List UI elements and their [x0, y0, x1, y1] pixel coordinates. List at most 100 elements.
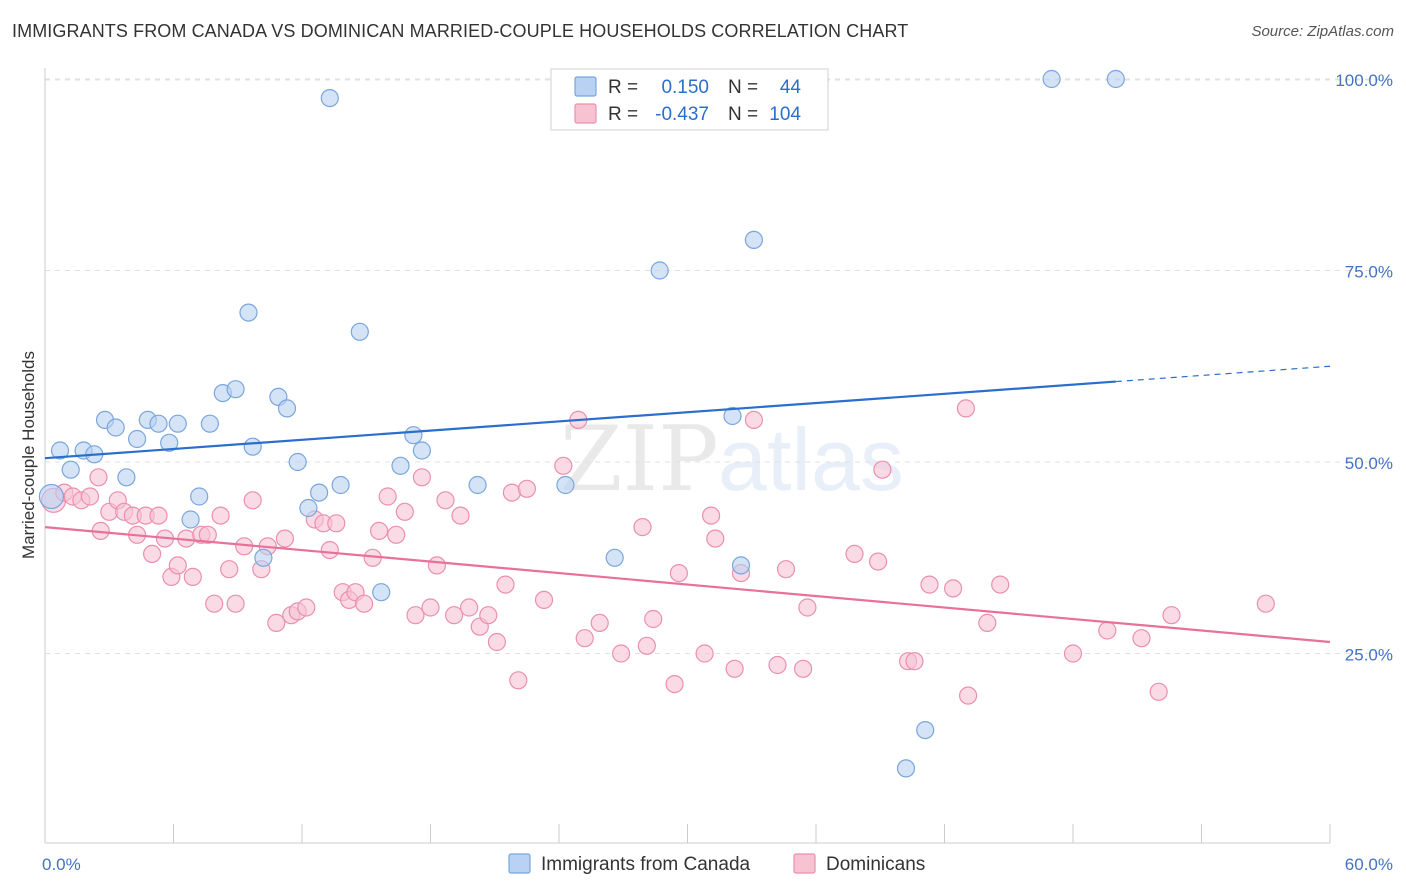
dominican-point: [149, 506, 168, 525]
dominican-point: [220, 560, 239, 579]
dominican-point: [517, 479, 537, 498]
legend-swatch-dominicans: [793, 853, 816, 874]
stats-n-label-dominicans: N =: [728, 104, 758, 125]
dominican-point: [1256, 594, 1275, 613]
canada-point: [350, 322, 369, 341]
chart-source: Source: ZipAtlas.com: [1251, 23, 1394, 40]
dominican-point: [445, 606, 464, 625]
dominican-point: [502, 483, 521, 502]
y-tick-label: 100.0%: [1335, 71, 1393, 90]
legend-label-dominicans: Dominicans: [826, 854, 925, 875]
dominican-point: [695, 644, 714, 663]
canada-point: [468, 475, 487, 495]
canada-point: [239, 303, 258, 322]
dominican-point: [395, 502, 414, 521]
stats-swatch-canada: [574, 76, 597, 97]
watermark-atlas: atlas: [718, 410, 904, 509]
legend-swatch-canada: [508, 853, 531, 874]
canada-point: [605, 548, 624, 567]
dominican-point: [211, 506, 230, 525]
dominican-point: [768, 655, 787, 675]
canada-point: [331, 475, 350, 495]
stats-r-value-canada: 0.150: [661, 77, 709, 98]
y-tick-labels: 100.0% 75.0% 50.0% 25.0%: [1335, 71, 1393, 665]
canada-point: [650, 261, 669, 280]
axes: [44, 68, 1331, 844]
dominican-point: [776, 560, 796, 579]
dominican-point: [633, 517, 652, 537]
stats-legend: R = 0.150 N = 44 R = -0.437 N = 104: [550, 68, 829, 131]
dominican-point: [183, 567, 202, 587]
dominican-point: [868, 552, 888, 571]
canada-point: [320, 88, 339, 108]
dominican-point: [744, 410, 764, 429]
canada-point: [277, 399, 297, 418]
dominican-point: [412, 468, 431, 487]
gridlines: [45, 78, 1393, 654]
dominican-point: [706, 529, 725, 548]
dominican-point: [143, 544, 162, 564]
canada-point: [1042, 69, 1061, 89]
dominican-point: [378, 487, 397, 506]
canada-point: [106, 418, 125, 437]
dominican-point: [496, 575, 515, 594]
dominican-point: [436, 491, 455, 510]
y-tick-label: 50.0%: [1345, 454, 1393, 473]
canada-point: [916, 720, 935, 740]
canada-point: [896, 759, 916, 778]
dominican-point: [297, 598, 316, 617]
stats-r-value-dominicans: -0.437: [655, 104, 709, 125]
dominican-point: [226, 594, 245, 613]
canada-point: [288, 452, 307, 472]
stats-r-label-dominicans: R =: [608, 104, 638, 125]
dominican-point: [575, 629, 594, 648]
dominican-point: [943, 579, 963, 598]
canada-point: [38, 483, 65, 510]
dominican-point: [956, 399, 976, 418]
canada-point: [310, 483, 329, 502]
canada-point: [117, 468, 136, 487]
canada-point: [254, 548, 273, 567]
dominican-point: [845, 544, 864, 564]
dominican-point: [590, 613, 609, 633]
canada-point: [50, 441, 70, 460]
bottom-legend: Immigrants from Canada Dominicans: [508, 853, 925, 875]
dominican-point: [168, 556, 187, 575]
canada-point: [299, 498, 318, 518]
canada-point: [61, 460, 80, 479]
dominican-point: [1162, 606, 1181, 625]
dominican-point: [479, 606, 498, 625]
y-axis-label: Married-couple Households: [19, 351, 38, 559]
stats-n-value-canada: 44: [780, 77, 802, 98]
chart-title: IMMIGRANTS FROM CANADA VS DOMINICAN MARR…: [12, 21, 909, 41]
stats-n-value-dominicans: 104: [769, 104, 801, 125]
dominican-point: [1149, 682, 1168, 701]
dominican-point: [1063, 644, 1083, 663]
dominican-point: [1132, 629, 1151, 648]
dominican-point: [370, 521, 389, 541]
dominican-point: [427, 556, 446, 575]
trend-lines: [44, 365, 1331, 644]
dominican-point: [320, 540, 339, 560]
canada-point: [226, 380, 245, 399]
dominican-point: [793, 659, 813, 678]
canada-point: [731, 556, 751, 575]
dominican-point: [978, 613, 997, 633]
dominican-point: [534, 590, 554, 610]
canada-point: [200, 414, 219, 433]
canada-point: [556, 475, 575, 495]
canada-point: [1106, 69, 1125, 89]
y-tick-label: 75.0%: [1345, 263, 1393, 282]
stats-swatch-dominicans: [574, 103, 597, 124]
dominican-point: [80, 487, 100, 506]
canada-point: [149, 414, 168, 433]
dominican-point: [725, 659, 744, 678]
dominican-point: [198, 525, 217, 544]
stats-legend-box: [550, 68, 829, 131]
dominican-point: [798, 598, 817, 617]
dominican-point: [355, 594, 374, 613]
stats-n-label-canada: N =: [728, 77, 758, 98]
stats-r-label-canada: R =: [608, 77, 638, 98]
canada-point: [168, 414, 187, 433]
